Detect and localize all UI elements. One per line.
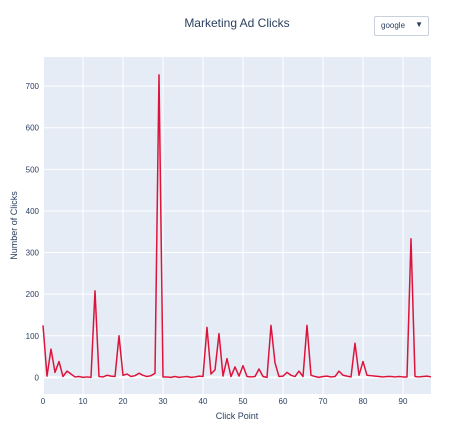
y-tick-label: 0 (35, 373, 40, 382)
y-tick-label: 400 (26, 207, 40, 216)
y-tick-label: 300 (26, 249, 40, 258)
x-tick-label: 0 (41, 397, 46, 406)
x-tick-label: 50 (239, 397, 248, 406)
y-tick-label: 200 (26, 290, 40, 299)
x-tick-label: 10 (79, 397, 88, 406)
y-axis-title: Number of Clicks (9, 191, 19, 260)
x-axis-title: Click Point (216, 411, 259, 421)
x-tick-label: 60 (279, 397, 288, 406)
series-line (42, 74, 432, 379)
x-tick-label: 80 (359, 397, 368, 406)
y-tick-label: 100 (26, 332, 40, 341)
x-tick-label: 90 (399, 397, 408, 406)
x-tick-label: 30 (159, 397, 168, 406)
chevron-down-icon: ▼ (415, 20, 423, 29)
x-tick-label: 70 (319, 397, 328, 406)
dropdown-selected-value: google (381, 21, 406, 30)
source-dropdown[interactable]: google ▼ (374, 16, 429, 36)
plot-area (43, 57, 431, 394)
x-tick-label: 20 (119, 397, 128, 406)
y-tick-label: 500 (26, 165, 40, 174)
y-tick-label: 700 (26, 82, 40, 91)
x-tick-label: 40 (199, 397, 208, 406)
chart-title: Marketing Ad Clicks (184, 16, 290, 30)
y-tick-label: 600 (26, 124, 40, 133)
